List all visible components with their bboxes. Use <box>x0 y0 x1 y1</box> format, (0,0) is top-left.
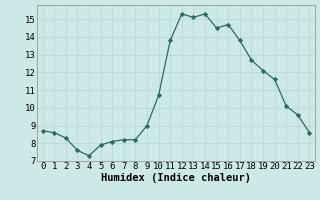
X-axis label: Humidex (Indice chaleur): Humidex (Indice chaleur) <box>101 173 251 183</box>
